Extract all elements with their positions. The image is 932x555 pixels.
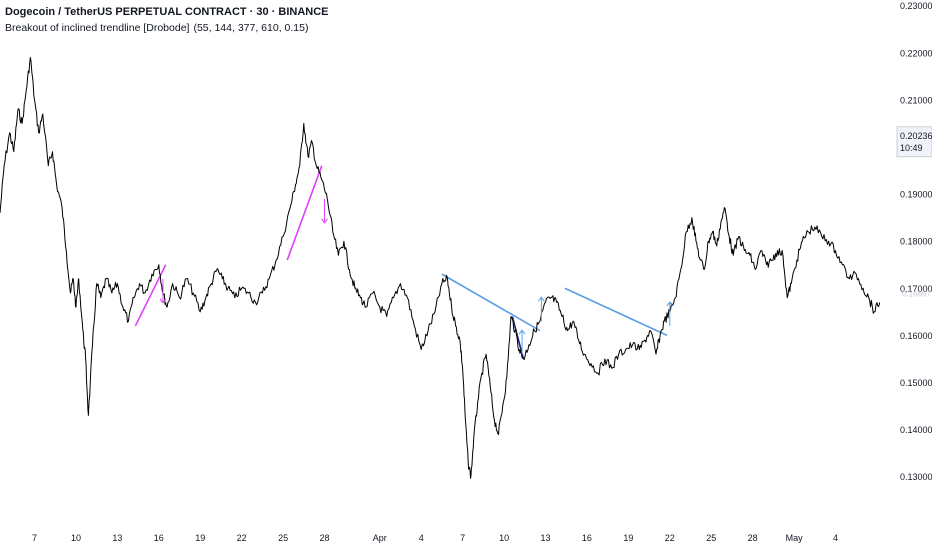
indicator-label[interactable]: Breakout of inclined trendline [Drobode]… <box>5 21 329 35</box>
price-scale[interactable]: 0.23000 0.22000 0.21000 0.19000 0.18000 0.170… <box>896 1 932 482</box>
time-tick-label: May <box>786 533 804 543</box>
price-tick-label: 0.19000 <box>900 190 932 200</box>
breakout-arrow-up-icon <box>666 301 674 326</box>
last-value-ghost-label: 0.16697 <box>902 289 931 298</box>
chart-legend: Dogecoin / TetherUS PERPETUAL CONTRACT ·… <box>5 5 329 35</box>
time-tick-label: 10 <box>499 533 509 543</box>
symbol-title[interactable]: Dogecoin / TetherUS PERPETUAL CONTRACT ·… <box>5 6 329 18</box>
breakout-arrow-up-icon <box>518 329 526 355</box>
time-tick-label: 28 <box>748 533 758 543</box>
time-tick-label: 7 <box>460 533 465 543</box>
time-tick-label: 19 <box>623 533 633 543</box>
price-tick-label: 0.15000 <box>900 378 932 388</box>
time-tick-label: 16 <box>154 533 164 543</box>
time-tick-label: 25 <box>706 533 716 543</box>
breakout-arrow-down-icon <box>321 198 328 224</box>
time-tick-label: 13 <box>112 533 122 543</box>
arrow-head <box>321 218 328 224</box>
time-tick-label: 25 <box>278 533 288 543</box>
current-price-badge-bg <box>896 126 932 158</box>
trendline-bullish-3 <box>441 273 541 332</box>
price-tick-label: 0.13000 <box>900 472 932 482</box>
arrow-head <box>159 298 167 304</box>
time-tick-label: 22 <box>237 533 247 543</box>
price-line-layer <box>0 57 881 479</box>
price-tick-label: 0.14000 <box>900 425 932 435</box>
time-tick-label: Apr <box>373 533 387 543</box>
indicator-params: (55, 144, 377, 610, 0.15) <box>193 22 309 34</box>
arrow-head <box>518 329 526 335</box>
price-tick-label: 0.23000 <box>900 1 932 11</box>
time-tick-label: 4 <box>419 533 424 543</box>
current-price-label: 0.20236 <box>900 131 932 141</box>
trendline-bearish-2 <box>286 165 323 261</box>
price-tick-label: 0.17000 <box>900 284 932 294</box>
time-tick-label: 10 <box>71 533 81 543</box>
price-series-line <box>0 57 881 479</box>
arrow-head <box>537 296 545 302</box>
time-tick-label: 22 <box>665 533 675 543</box>
current-price-badge[interactable]: 0.20236 10:49 <box>896 126 932 158</box>
time-tick-label: 13 <box>540 533 550 543</box>
breakout-arrow-down-icon <box>159 278 167 304</box>
time-tick-label: 28 <box>320 533 330 543</box>
price-tick-label: 0.21000 <box>900 95 932 105</box>
indicator-name: Breakout of inclined trendline [Drobode] <box>5 22 190 34</box>
time-tick-label: 19 <box>195 533 205 543</box>
price-tick-label: 0.16000 <box>900 331 932 341</box>
price-tick-label: 0.18000 <box>900 237 932 247</box>
time-scale[interactable]: 7 10 13 16 19 22 25 28 Apr 4 7 10 13 16 19 22 25 28 May 4 <box>32 533 838 543</box>
time-tick-label: 16 <box>582 533 592 543</box>
countdown-label: 10:49 <box>900 143 923 153</box>
trendline-bullish-5 <box>564 287 668 337</box>
price-tick-label: 0.22000 <box>900 48 932 58</box>
arrow-head <box>666 301 674 307</box>
breakout-signal-layer <box>159 198 674 355</box>
time-tick-label: 4 <box>833 533 838 543</box>
time-tick-label: 7 <box>32 533 37 543</box>
breakout-arrow-up-icon <box>537 296 545 322</box>
